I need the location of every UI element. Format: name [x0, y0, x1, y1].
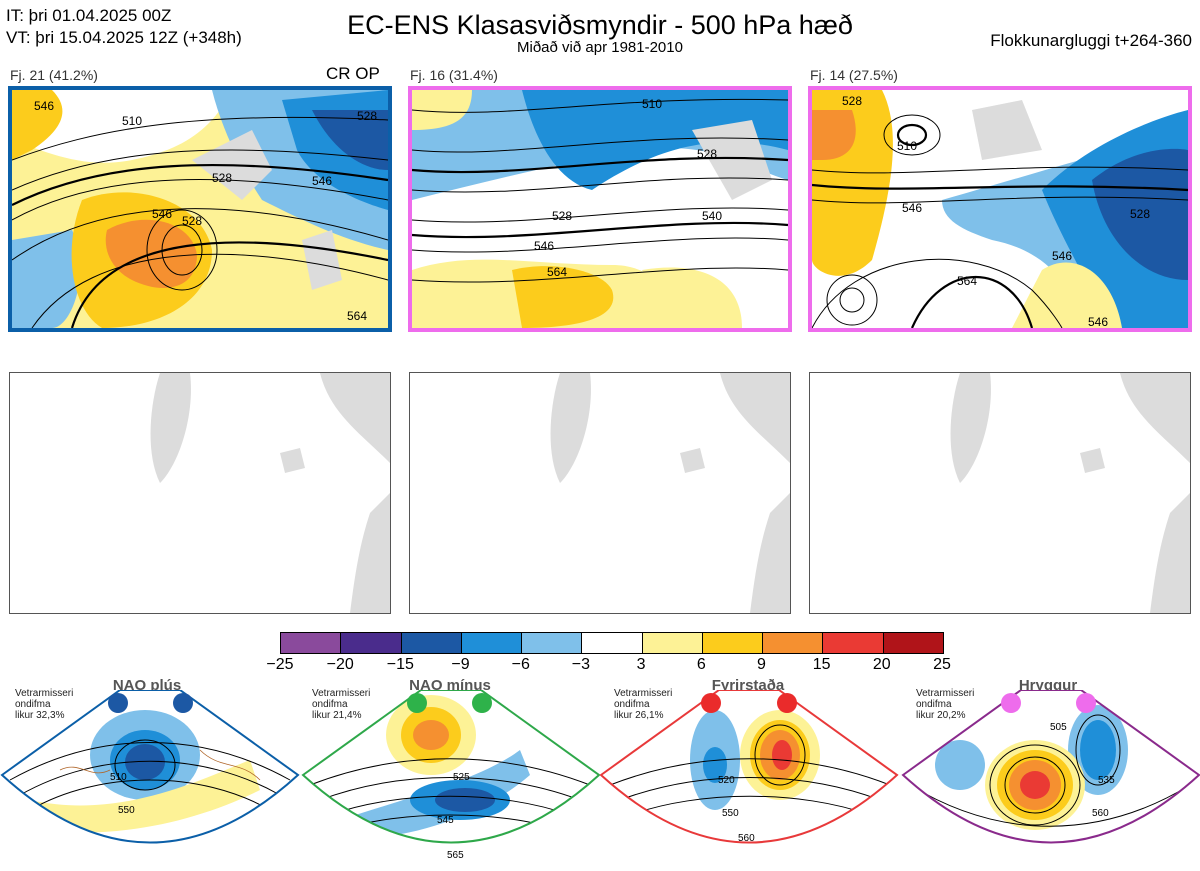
colorbar-tick-label: −3 [571, 656, 591, 673]
colorbar-tick-label: 25 [933, 656, 951, 673]
regime-1-note: Vetrarmisseri ondifma likur 32,3% [15, 688, 74, 721]
cluster-3-contour-label: 528 [1130, 207, 1150, 221]
colorbar-tick-label: −20 [326, 656, 354, 673]
colorbar-segment [461, 633, 523, 653]
regime-3-dot-left [701, 693, 721, 713]
regime-1-map [2, 690, 298, 843]
cluster-2-contour-label: 528 [552, 209, 572, 223]
classification-window: Flokkunargluggi t+264-360 [990, 31, 1192, 50]
colorbar-tick-label: −9 [451, 656, 470, 673]
colorbar-segment [341, 633, 402, 653]
colorbar-tick-label: −25 [266, 656, 294, 673]
colorbar-tick-label: 6 [696, 656, 706, 673]
empty-map-1[interactable] [9, 372, 391, 614]
regime-2-map [303, 690, 599, 843]
cluster-1-label: Fj. 21 (41.2%) [10, 67, 98, 83]
regime-2-dot-left [407, 693, 427, 713]
colorbar-segment [883, 633, 943, 653]
cluster-3-map[interactable]: 528 510 546 528 546 564 546 [808, 86, 1192, 332]
cluster-1-contour-label: 510 [122, 114, 142, 128]
empty-map-3[interactable] [809, 372, 1191, 614]
cluster-2-contour-label: 546 [534, 239, 554, 253]
cluster-1-contour-label: 528 [212, 171, 232, 185]
regime-4-contour-label: 535 [1098, 775, 1115, 786]
colorbar-tick-label: −6 [511, 656, 530, 673]
regime-3-dot-right [777, 693, 797, 713]
regime-2-note: Vetrarmisseri ondifma likur 21,4% [312, 688, 371, 721]
cluster-1-contour-label: 546 [34, 99, 54, 113]
colorbar-segment [763, 633, 824, 653]
cluster-2-label: Fj. 16 (31.4%) [410, 67, 498, 83]
cluster-2-map[interactable]: 510 528 528 546 540 564 [408, 86, 792, 332]
cluster-1-contour-label: 564 [347, 309, 367, 323]
cluster-3-contour-label: 546 [1088, 315, 1108, 328]
colorbar-segment [281, 633, 342, 653]
colorbar-tick-label: −15 [386, 656, 414, 673]
cluster-3-contour-label: 528 [842, 94, 862, 108]
regime-2-contour-label: 565 [447, 850, 464, 861]
colorbar-segment [401, 633, 462, 653]
regime-3-contour-label: 560 [738, 833, 755, 844]
cluster-3-contour-label: 546 [902, 201, 922, 215]
header-info: IT: þri 01.04.2025 00Z VT: þri 15.04.202… [6, 5, 242, 49]
colorbar-tick-label: 20 [872, 656, 891, 673]
empty-map-2[interactable] [409, 372, 791, 614]
cluster-1-map[interactable]: 546 510 528 546 546 528 528 564 [8, 86, 392, 332]
regime-4-dot-right [1076, 693, 1096, 713]
colorbar-tick-label: 3 [636, 656, 646, 673]
regime-1-frame [0, 690, 300, 844]
regime-4-map [903, 690, 1199, 843]
page-subtitle: Miðað við apr 1981-2010 [517, 39, 683, 56]
regime-2-contour-label: 545 [437, 815, 454, 826]
regime-4-dot-left [1001, 693, 1021, 713]
cluster-1-contour-label: 528 [357, 109, 377, 123]
regime-3-frame [599, 690, 899, 844]
cluster-1-contour-label: 528 [182, 214, 202, 228]
regime-1-contour-label: 550 [118, 805, 135, 816]
colorbar-segment [702, 633, 764, 653]
valid-time: VT: þri 15.04.2025 12Z (+348h) [6, 28, 242, 47]
regime-1-dot-left [108, 693, 128, 713]
colorbar-segment [582, 633, 643, 653]
regime-2-frame [301, 690, 601, 844]
regime-4-contour-label: 505 [1050, 722, 1067, 733]
regime-1-dot-right [173, 693, 193, 713]
cluster-2-contour-label: 510 [642, 97, 662, 111]
cluster-3-contour-label: 564 [957, 274, 977, 288]
cluster-2-contour-label: 528 [697, 147, 717, 161]
cluster-3-contour-label: 546 [1052, 249, 1072, 263]
regime-2-contour-label: 525 [453, 772, 470, 783]
regime-1-contour-label: 510 [110, 772, 127, 783]
cluster-1-tag: CR OP [326, 64, 380, 83]
cluster-1-contour-label: 546 [152, 207, 172, 221]
cluster-3-label: Fj. 14 (27.5%) [810, 67, 898, 83]
initial-time: IT: þri 01.04.2025 00Z [6, 6, 172, 25]
regime-3-contour-label: 550 [722, 808, 739, 819]
colorbar-segment [522, 633, 583, 653]
regime-4-contour-label: 560 [1092, 808, 1109, 819]
cluster-3-contour-label: 510 [897, 139, 917, 153]
regime-3-note: Vetrarmisseri ondifma likur 26,1% [614, 688, 673, 721]
colorbar-tick-label: 15 [812, 656, 831, 673]
regime-4-frame [901, 690, 1200, 844]
cluster-2-contour-label: 564 [547, 265, 567, 279]
regime-maps: 510 550 525 545 565 [0, 690, 1200, 861]
cluster-2-contour-label: 540 [702, 209, 722, 223]
regime-3-contour-label: 520 [718, 775, 735, 786]
regime-4-note: Vetrarmisseri ondifma likur 20,2% [916, 688, 975, 721]
regime-2-dot-right [472, 693, 492, 713]
anomaly-colorbar [280, 632, 944, 654]
cluster-1-contour-label: 546 [312, 174, 332, 188]
colorbar-tick-label: 9 [757, 656, 766, 673]
colorbar-segment [823, 633, 884, 653]
page-title: EC-ENS Klasasviðsmyndir - 500 hPa hæð [347, 10, 853, 40]
colorbar-segment [642, 633, 703, 653]
